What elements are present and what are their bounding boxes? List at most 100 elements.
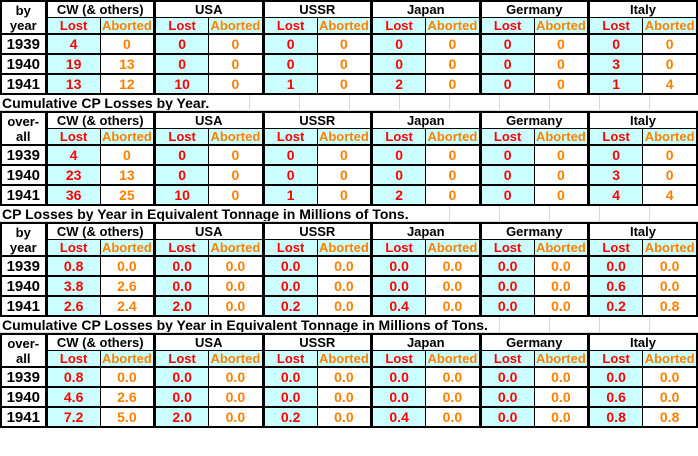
cell-aborted[interactable]: 0	[316, 53, 372, 74]
cell-aborted[interactable]: 0.0	[316, 386, 372, 407]
cell-aborted[interactable]: 0	[208, 144, 263, 165]
cell-lost[interactable]: 0.0	[369, 366, 426, 387]
cell-aborted[interactable]: 0	[99, 33, 155, 54]
cell-aborted[interactable]: 0.0	[208, 366, 263, 387]
cell-lost[interactable]: 0.0	[369, 386, 426, 407]
cell-lost[interactable]: 0.0	[478, 406, 535, 427]
cell-aborted[interactable]: 0	[425, 73, 480, 94]
cell-aborted[interactable]: 5.0	[99, 406, 155, 427]
cell-aborted[interactable]: 2.6	[99, 386, 155, 407]
cell-aborted[interactable]: 0.0	[533, 366, 589, 387]
cell-aborted[interactable]: 0.0	[208, 295, 263, 316]
cell-aborted[interactable]: 0	[208, 33, 263, 54]
cell-lost[interactable]: 4	[44, 144, 101, 165]
cell-aborted[interactable]: 0.0	[533, 386, 589, 407]
cell-lost[interactable]: 0.0	[152, 275, 209, 296]
cell-lost[interactable]: 10	[152, 73, 209, 94]
cell-aborted[interactable]: 0	[642, 164, 697, 185]
cell-aborted[interactable]: 0	[533, 144, 589, 165]
cell-aborted[interactable]: 0.0	[533, 275, 589, 296]
cell-aborted[interactable]: 0	[316, 164, 372, 185]
cell-lost[interactable]: 0.8	[586, 406, 643, 427]
cell-lost[interactable]: 0.2	[261, 406, 318, 427]
cell-lost[interactable]: 1	[261, 73, 318, 94]
cell-aborted[interactable]: 0.0	[533, 406, 589, 427]
cell-lost[interactable]: 3.8	[44, 275, 101, 296]
cell-lost[interactable]: 0.4	[369, 406, 426, 427]
cell-aborted[interactable]: 0.0	[425, 295, 480, 316]
cell-lost[interactable]: 0	[152, 33, 209, 54]
cell-lost[interactable]: 23	[44, 164, 101, 185]
cell-lost[interactable]: 0.6	[586, 386, 643, 407]
cell-aborted[interactable]: 0.0	[642, 275, 697, 296]
cell-lost[interactable]: 36	[44, 184, 101, 205]
cell-lost[interactable]: 0.8	[44, 366, 101, 387]
cell-lost[interactable]: 0	[261, 164, 318, 185]
cell-lost[interactable]: 0.0	[261, 366, 318, 387]
cell-lost[interactable]: 0.2	[261, 295, 318, 316]
cell-aborted[interactable]: 0	[425, 144, 480, 165]
cell-lost[interactable]: 4.6	[44, 386, 101, 407]
cell-lost[interactable]: 2	[369, 73, 426, 94]
cell-lost[interactable]: 0.0	[369, 255, 426, 276]
cell-aborted[interactable]: 0.0	[99, 366, 155, 387]
cell-lost[interactable]: 0.0	[478, 295, 535, 316]
cell-aborted[interactable]: 0.0	[425, 255, 480, 276]
cell-aborted[interactable]: 0	[208, 53, 263, 74]
cell-aborted[interactable]: 0.0	[99, 255, 155, 276]
cell-lost[interactable]: 0.6	[586, 275, 643, 296]
cell-aborted[interactable]: 0.0	[316, 406, 372, 427]
cell-lost[interactable]: 0.0	[261, 386, 318, 407]
cell-aborted[interactable]: 0.0	[316, 366, 372, 387]
cell-lost[interactable]: 0.8	[44, 255, 101, 276]
cell-lost[interactable]: 0	[369, 164, 426, 185]
cell-lost[interactable]: 2.0	[152, 406, 209, 427]
cell-lost[interactable]: 4	[44, 33, 101, 54]
cell-lost[interactable]: 0	[369, 33, 426, 54]
cell-aborted[interactable]: 0	[533, 53, 589, 74]
cell-lost[interactable]: 4	[586, 184, 643, 205]
cell-aborted[interactable]: 13	[99, 53, 155, 74]
cell-lost[interactable]: 0	[152, 53, 209, 74]
cell-aborted[interactable]: 2.4	[99, 295, 155, 316]
cell-lost[interactable]: 0	[478, 144, 535, 165]
cell-aborted[interactable]: 0.0	[208, 386, 263, 407]
cell-lost[interactable]: 0	[478, 164, 535, 185]
cell-aborted[interactable]: 0	[316, 73, 372, 94]
cell-lost[interactable]: 0.0	[478, 366, 535, 387]
cell-aborted[interactable]: 0.0	[425, 366, 480, 387]
cell-aborted[interactable]: 0.0	[425, 386, 480, 407]
cell-aborted[interactable]: 0.0	[316, 275, 372, 296]
cell-aborted[interactable]: 0	[208, 184, 263, 205]
cell-lost[interactable]: 2	[369, 184, 426, 205]
cell-aborted[interactable]: 0.0	[642, 386, 697, 407]
cell-lost[interactable]: 0	[478, 53, 535, 74]
cell-aborted[interactable]: 12	[99, 73, 155, 94]
cell-lost[interactable]: 0	[261, 144, 318, 165]
cell-lost[interactable]: 0	[478, 73, 535, 94]
cell-lost[interactable]: 0	[478, 184, 535, 205]
cell-lost[interactable]: 0.0	[261, 255, 318, 276]
cell-aborted[interactable]: 0	[316, 144, 372, 165]
cell-lost[interactable]: 0	[261, 33, 318, 54]
cell-aborted[interactable]: 0.0	[425, 406, 480, 427]
cell-aborted[interactable]: 4	[642, 184, 697, 205]
cell-lost[interactable]: 0.0	[152, 255, 209, 276]
cell-aborted[interactable]: 25	[99, 184, 155, 205]
cell-lost[interactable]: 0.0	[586, 255, 643, 276]
cell-aborted[interactable]: 4	[642, 73, 697, 94]
cell-aborted[interactable]: 0	[425, 164, 480, 185]
cell-aborted[interactable]: 0.0	[208, 255, 263, 276]
cell-lost[interactable]: 0.0	[152, 366, 209, 387]
cell-lost[interactable]: 0	[261, 53, 318, 74]
cell-lost[interactable]: 0.0	[478, 255, 535, 276]
cell-lost[interactable]: 3	[586, 164, 643, 185]
cell-aborted[interactable]: 0	[425, 33, 480, 54]
cell-aborted[interactable]: 0.0	[316, 295, 372, 316]
cell-lost[interactable]: 1	[586, 73, 643, 94]
cell-lost[interactable]: 0	[152, 144, 209, 165]
cell-lost[interactable]: 0.0	[478, 386, 535, 407]
cell-aborted[interactable]: 0	[533, 164, 589, 185]
cell-aborted[interactable]: 0.0	[533, 255, 589, 276]
cell-aborted[interactable]: 0.0	[642, 255, 697, 276]
